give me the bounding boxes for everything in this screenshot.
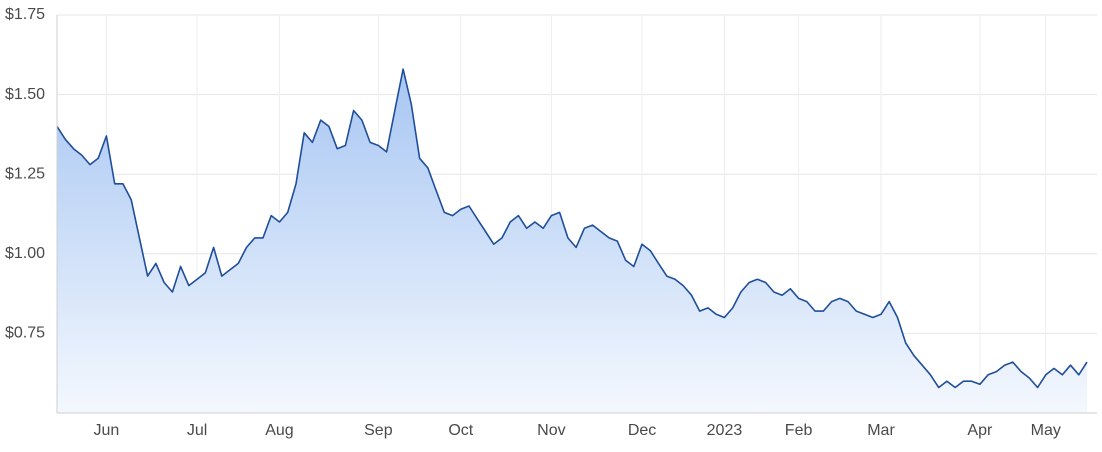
x-tick-label: Apr: [967, 422, 993, 439]
y-tick-label: $1.75: [5, 6, 45, 23]
y-tick-label: $1.25: [5, 165, 45, 182]
x-tick-label: Feb: [785, 422, 813, 439]
x-tick-label: Nov: [537, 422, 565, 439]
price-line: [56, 68, 1088, 389]
x-tick-label: Oct: [448, 422, 473, 439]
area: [57, 69, 1087, 413]
y-tick-label: $1.00: [5, 245, 45, 262]
y-tick-label: $1.50: [5, 86, 45, 103]
x-tick-label: 2023: [707, 422, 743, 439]
x-tick-label: Aug: [265, 422, 293, 439]
x-tick-label: May: [1031, 422, 1061, 439]
x-tick-label: Sep: [364, 422, 393, 439]
x-tick-label: Jun: [94, 422, 120, 439]
y-tick-label: $0.75: [5, 325, 45, 342]
x-tick-label: Jul: [187, 422, 207, 439]
x-tick-label: Dec: [628, 422, 656, 439]
x-tick-label: Mar: [867, 422, 895, 439]
